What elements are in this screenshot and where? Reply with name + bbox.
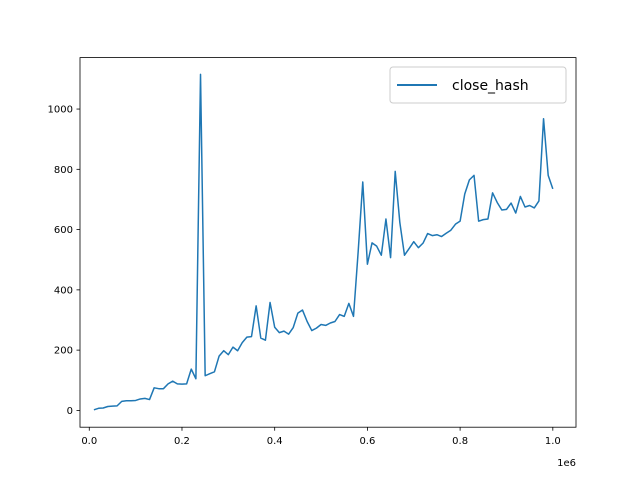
x-tick-label: 0.0 — [81, 436, 97, 447]
y-tick-label: 600 — [54, 225, 73, 236]
x-tick-label: 0.8 — [452, 436, 468, 447]
x-tick-label: 0.6 — [359, 436, 375, 447]
plot-area — [93, 73, 554, 411]
y-tick-label: 800 — [54, 165, 73, 176]
y-tick-label: 0 — [67, 406, 73, 417]
axis-ticks — [76, 108, 554, 431]
legend-label: close_hash — [452, 78, 529, 94]
axis-tick-labels: 0.0 0.2 0.4 0.6 0.8 1.0 0 200 400 600 800 1000 — [48, 105, 561, 448]
plot-frame — [79, 57, 577, 428]
y-tick-label: 1000 — [48, 105, 73, 116]
x-axis-offset-label: 1e6 — [557, 458, 576, 469]
x-tick-label: 1.0 — [545, 436, 561, 447]
legend: close_hash — [389, 66, 567, 104]
x-tick-label: 0.4 — [267, 436, 283, 447]
y-tick-label: 400 — [54, 285, 73, 296]
series-line-close_hash — [93, 73, 554, 411]
x-tick-label: 0.2 — [174, 436, 190, 447]
y-tick-label: 200 — [54, 346, 73, 357]
legend-box — [389, 66, 567, 104]
